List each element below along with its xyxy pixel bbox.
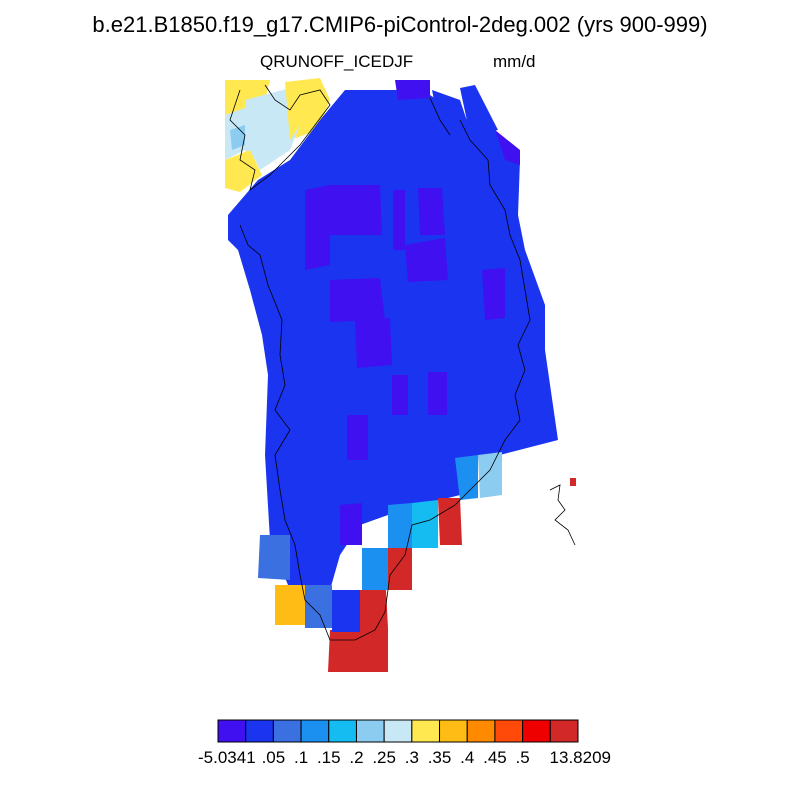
units-label: mm/d xyxy=(493,52,536,71)
grid-cell xyxy=(393,190,405,250)
grid-cell xyxy=(418,188,445,235)
colorbar-tick-label: .5 xyxy=(515,748,530,767)
colorbar-swatch xyxy=(522,719,551,743)
grid-cell xyxy=(355,318,392,368)
grid-cell xyxy=(392,375,408,415)
colorbar-tick-label: .3 xyxy=(404,748,419,767)
grid-cell xyxy=(328,628,388,672)
colorbar-tick-label: .1 xyxy=(293,748,309,767)
grid-cell xyxy=(225,150,262,192)
colorbar-tick-label: .05 xyxy=(261,748,286,767)
grid-cell xyxy=(495,130,520,165)
grid-cell xyxy=(305,585,332,628)
colorbar-swatch xyxy=(549,719,579,743)
grid-cell xyxy=(388,503,412,548)
colorbar-swatch xyxy=(300,719,330,743)
colorbar-tick-label: .35 xyxy=(427,748,452,767)
grid-cell xyxy=(332,590,360,632)
colorbar-swatch xyxy=(355,719,385,743)
colorbar-swatch xyxy=(466,719,496,743)
colorbar-swatch xyxy=(328,719,357,743)
colorbar-tick-label: -5.0341 xyxy=(198,748,256,767)
grid-cell xyxy=(330,278,385,322)
grid-cell xyxy=(405,238,448,282)
grid-cell xyxy=(478,452,502,498)
colorbar-tick-label: .15 xyxy=(316,748,341,767)
colorbar-tick-label: .4 xyxy=(460,748,475,767)
grid-cell xyxy=(225,80,270,115)
colorbar-swatch xyxy=(217,719,247,743)
coastline xyxy=(229,84,331,191)
colorbar-tick-label: .2 xyxy=(349,748,364,767)
colorbar-swatch xyxy=(272,719,302,743)
grid-cell xyxy=(482,268,505,320)
colorbar-swatch xyxy=(411,719,441,743)
colorbar-swatch xyxy=(439,719,468,743)
grid-cell xyxy=(275,585,305,625)
coastline xyxy=(429,97,451,136)
grid-cell xyxy=(347,415,368,460)
grid-cell xyxy=(388,548,412,590)
grid-cell xyxy=(330,185,382,235)
coastline xyxy=(549,484,576,546)
grid-cell xyxy=(395,80,430,100)
grid-cell xyxy=(250,125,300,170)
grid-cell xyxy=(245,88,290,160)
grid-cell xyxy=(428,372,447,415)
grid-cell xyxy=(438,498,462,545)
grid-cell xyxy=(570,478,576,486)
coastline xyxy=(239,119,531,641)
grid-cell xyxy=(455,455,478,500)
grid-cell xyxy=(258,535,290,580)
colorbar-swatch xyxy=(383,719,413,743)
variable-label: QRUNOFF_ICE xyxy=(260,52,382,71)
grid-cell xyxy=(305,185,330,270)
colorbar-tick-label: .45 xyxy=(483,748,507,767)
grid-cell xyxy=(412,500,438,548)
grid-cell xyxy=(432,90,470,130)
grid-cell xyxy=(460,85,498,135)
grid-cell xyxy=(362,548,388,590)
season-label: DJF xyxy=(382,52,414,71)
figure-title: b.e21.B1850.f19_g17.CMIP6-piControl-2deg… xyxy=(92,12,708,37)
colorbar-swatch xyxy=(245,719,274,743)
colorbar-tick-label: .25 xyxy=(372,748,396,767)
colorbar-tick-label: 13.8209 xyxy=(549,748,611,767)
colorbar-swatch xyxy=(494,719,524,743)
grid-cell xyxy=(340,503,362,545)
